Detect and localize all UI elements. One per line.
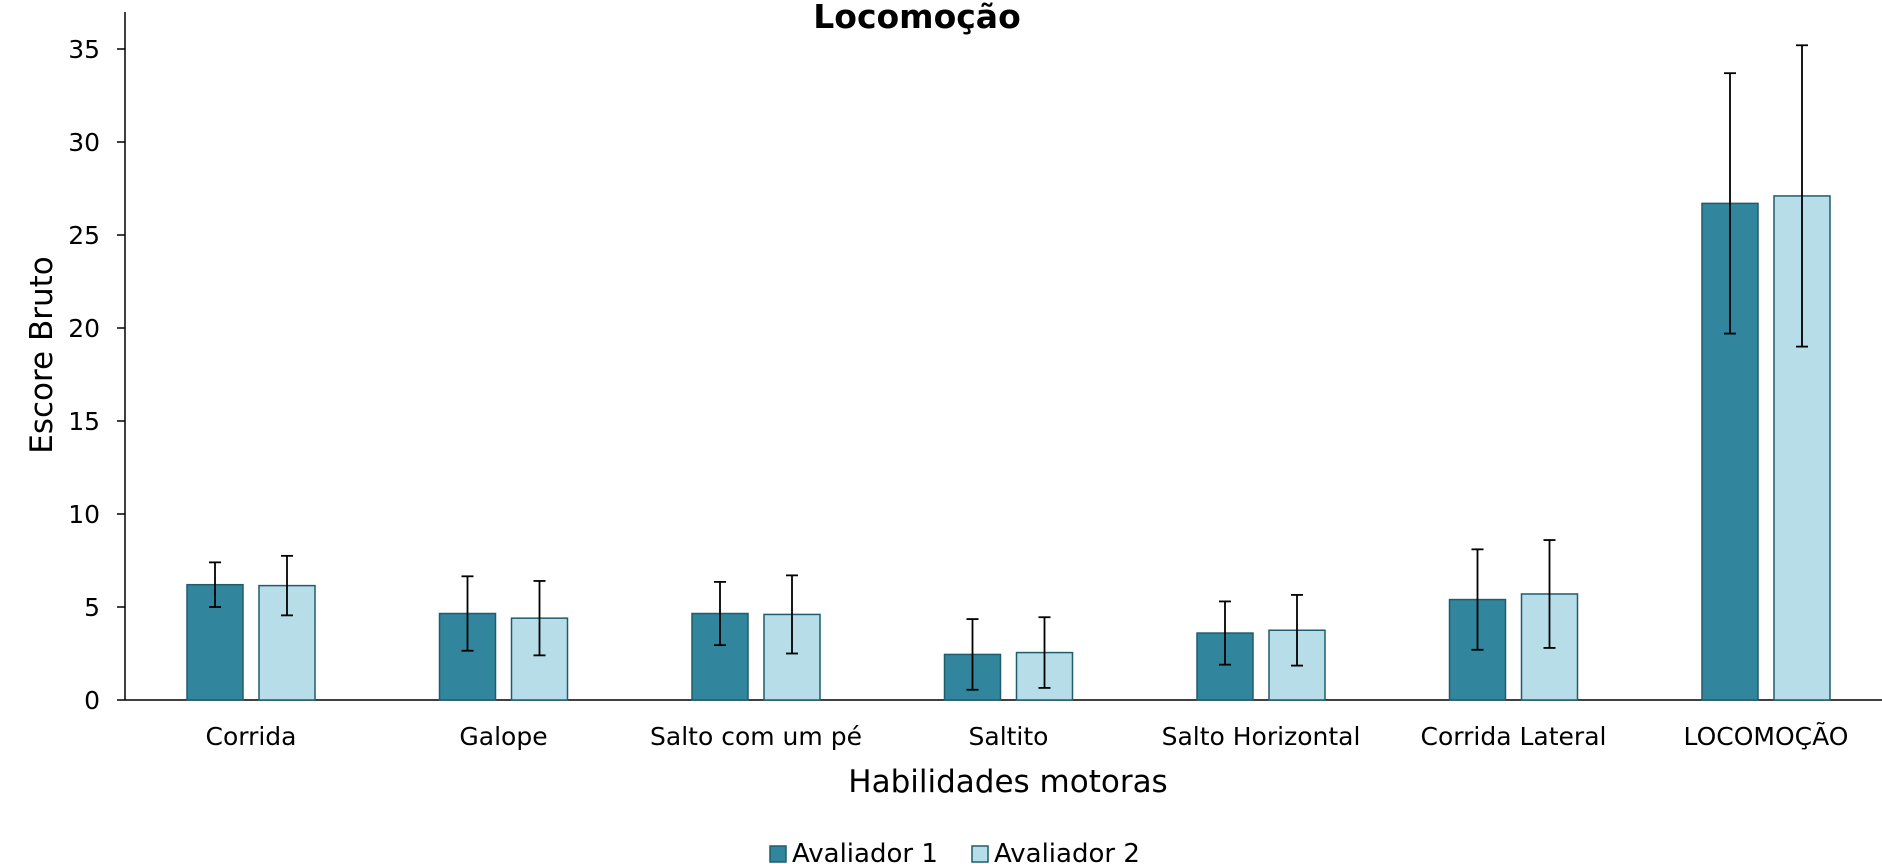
x-tick-label: LOCOMOÇÃO	[1684, 721, 1849, 751]
x-axis-title: Habilidades motoras	[848, 764, 1167, 800]
y-tick-label: 15	[68, 407, 100, 436]
legend-label: Avaliador 1	[792, 839, 938, 864]
y-tick-label: 5	[84, 593, 100, 622]
plot-area: 0 5 10 15 20 25 30 35 Corrida Galope Salto com um …	[68, 12, 1882, 751]
legend-label: Avaliador 2	[994, 839, 1140, 864]
x-tick-label: Corrida	[205, 722, 296, 751]
chart-title: Locomoção	[813, 0, 1021, 36]
y-tick-label: 20	[68, 314, 100, 343]
x-tick-label: Salto com um pé	[650, 722, 862, 751]
y-tick-label: 25	[68, 221, 100, 250]
x-tick-label: Galope	[459, 722, 547, 751]
x-tick-label: Saltito	[969, 722, 1049, 751]
legend: Avaliador 1 Avaliador 2	[769, 839, 1140, 864]
y-tick-label: 10	[68, 500, 100, 529]
legend-swatch	[971, 845, 989, 863]
y-tick-label: 30	[68, 128, 100, 157]
bar	[258, 584, 316, 701]
x-tick-label: Corrida Lateral	[1421, 722, 1607, 751]
legend-swatch	[769, 845, 787, 863]
y-tick-label: 0	[84, 686, 100, 715]
y-tick-label: 35	[68, 35, 100, 64]
y-axis-title: Escore Bruto	[24, 256, 60, 454]
bar	[438, 612, 497, 701]
x-tick-label: Salto Horizontal	[1162, 722, 1361, 751]
